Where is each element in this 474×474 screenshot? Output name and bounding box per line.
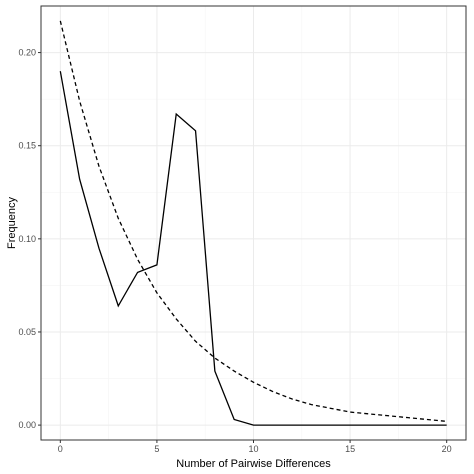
y-tick-label: 0.10 [18, 234, 36, 244]
y-axis-title: Frequency [6, 197, 18, 249]
dashed-series-line [59, 20, 447, 423]
y-tick-label: 0.05 [18, 327, 36, 337]
x-tick-label: 0 [58, 444, 63, 454]
x-tick-label: 10 [248, 444, 258, 454]
y-tick-label: 0.15 [18, 141, 36, 151]
y-tick-label: 0.00 [18, 420, 36, 430]
x-tick-label: 20 [442, 444, 452, 454]
ticks-layer: 0 5 10 15 20 0.00 0.05 0.10 0.15 0.20 [18, 48, 451, 454]
solid-series-line [59, 71, 447, 426]
x-tick-label: 15 [345, 444, 355, 454]
y-tick-label: 0.20 [18, 48, 36, 58]
x-tick-label: 5 [154, 444, 159, 454]
x-axis-title: Number of Pairwise Differences [176, 458, 331, 470]
series-layer [59, 20, 447, 426]
